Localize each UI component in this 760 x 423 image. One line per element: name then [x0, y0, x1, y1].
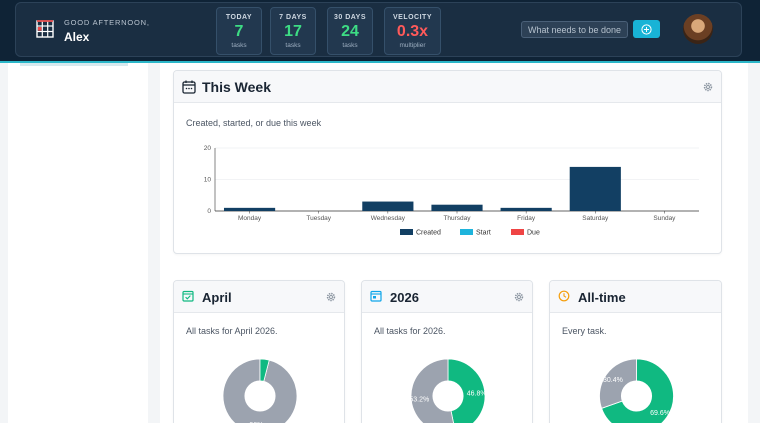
stat-7-days[interactable]: 7 DAYS 17 tasks — [270, 7, 316, 55]
gear-icon[interactable] — [514, 292, 524, 302]
sidebar-active-indicator — [20, 63, 128, 66]
year-pie-chart: 46.8% 53.2% — [409, 358, 487, 423]
x-tick-label: Tuesday — [306, 215, 331, 222]
card-title: All-time — [578, 290, 626, 305]
card-header: 2026 — [362, 281, 532, 313]
pie-slice-label: 69.6% — [650, 410, 670, 417]
all-time-pie-chart: 69.6% 30.4% — [599, 358, 674, 423]
donut-hole — [244, 380, 276, 412]
plus-circle-icon — [641, 24, 652, 35]
card-description: Created, started, or due this week — [186, 118, 322, 128]
legend-swatch — [511, 229, 524, 235]
weekly-bar-chart: 0 10 20 Monday Tuesday Wednesday Thursday Frida… — [204, 145, 699, 237]
stat-sub: tasks — [231, 42, 247, 49]
avatar[interactable] — [683, 14, 713, 44]
april-pie-chart: 96% — [222, 358, 298, 423]
card-description: Every task. — [562, 326, 607, 336]
greeting-text: GOOD AFTERNOON, — [64, 18, 150, 27]
all-time-card: All-time Every task. 69.6% 30.4% — [549, 280, 722, 423]
bar-created[interactable] — [223, 207, 276, 211]
bar-created[interactable] — [569, 166, 621, 211]
x-tick-label: Monday — [238, 215, 262, 222]
stat-30-days[interactable]: 30 DAYS 24 tasks — [327, 7, 373, 55]
stat-label: 7 DAYS — [279, 14, 307, 21]
calendar-card-icon — [370, 290, 382, 302]
stat-value: 17 — [284, 23, 302, 40]
pie-slice-label: 46.8% — [467, 391, 487, 398]
clock-icon — [558, 290, 570, 302]
calendar-grid-icon[interactable] — [36, 20, 54, 38]
card-header: April — [174, 281, 344, 313]
main-content: This Week Created, started, or due this … — [160, 63, 748, 423]
calendar-check-icon — [182, 290, 194, 302]
quick-add-input[interactable] — [521, 21, 628, 38]
username: Alex — [64, 30, 90, 44]
card-title: This Week — [202, 79, 271, 95]
y-tick-label: 0 — [207, 208, 211, 215]
card-description: All tasks for 2026. — [374, 326, 446, 336]
card-header: All-time — [550, 281, 721, 313]
pie-slice-label: 53.2% — [409, 396, 429, 403]
bar-created[interactable] — [500, 207, 552, 211]
y-tick-label: 20 — [204, 145, 212, 152]
x-tick-label: Wednesday — [371, 215, 406, 222]
x-tick-label: Thursday — [443, 215, 471, 222]
stat-label: 30 DAYS — [333, 14, 367, 21]
calendar-week-icon — [182, 80, 196, 94]
top-header: GOOD AFTERNOON, Alex TODAY 7 tasks 7 DAY… — [0, 0, 760, 63]
x-tick-label: Friday — [517, 215, 536, 222]
legend-label[interactable]: Created — [416, 230, 441, 237]
pie-slice[interactable] — [222, 358, 298, 423]
stat-velocity[interactable]: VELOCITY 0.3x multiplier — [384, 7, 441, 55]
legend-label[interactable]: Start — [476, 230, 491, 237]
stat-value: 0.3x — [396, 23, 429, 40]
donut-hole — [432, 380, 464, 412]
pie-slice-label: 30.4% — [603, 377, 623, 384]
y-tick-label: 10 — [204, 177, 212, 184]
this-week-card: This Week Created, started, or due this … — [173, 70, 722, 254]
sidebar — [8, 63, 148, 423]
bar-created[interactable] — [362, 201, 414, 211]
stat-sub: multiplier — [399, 42, 426, 49]
legend-swatch — [400, 229, 413, 235]
stat-label: TODAY — [225, 14, 253, 21]
add-task-button[interactable] — [633, 20, 660, 38]
legend-swatch — [460, 229, 473, 235]
stat-today[interactable]: TODAY 7 tasks — [216, 7, 262, 55]
x-tick-label: Saturday — [582, 215, 609, 222]
stat-label: VELOCITY — [392, 14, 432, 21]
stat-sub: tasks — [342, 42, 358, 49]
x-tick-label: Sunday — [653, 215, 676, 222]
stat-value: 24 — [341, 23, 359, 40]
donut-hole — [620, 380, 653, 412]
year-card: 2026 All tasks for 2026. 46.8% 53.2% — [361, 280, 533, 423]
bar-created[interactable] — [431, 204, 483, 211]
gear-icon[interactable] — [703, 82, 713, 92]
card-title: April — [202, 290, 232, 305]
stat-sub: tasks — [285, 42, 301, 49]
card-title: 2026 — [390, 290, 419, 305]
card-description: All tasks for April 2026. — [186, 326, 278, 336]
legend-label[interactable]: Due — [527, 230, 540, 237]
stat-value: 7 — [234, 23, 244, 40]
card-header: This Week — [174, 71, 721, 103]
april-card: April All tasks for April 2026. 96% — [173, 280, 345, 423]
gear-icon[interactable] — [326, 292, 336, 302]
